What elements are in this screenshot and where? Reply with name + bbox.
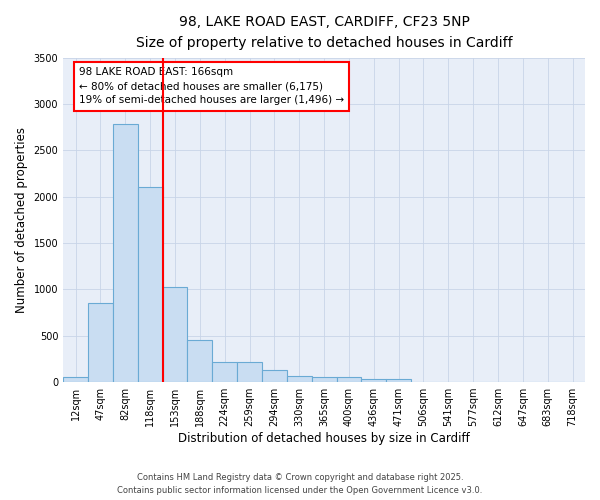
X-axis label: Distribution of detached houses by size in Cardiff: Distribution of detached houses by size … <box>178 432 470 445</box>
Bar <box>187 340 212 382</box>
Bar <box>113 124 138 382</box>
Text: Contains HM Land Registry data © Crown copyright and database right 2025.
Contai: Contains HM Land Registry data © Crown c… <box>118 474 482 495</box>
Bar <box>337 378 361 382</box>
Bar <box>262 370 287 382</box>
Title: 98, LAKE ROAD EAST, CARDIFF, CF23 5NP
Size of property relative to detached hous: 98, LAKE ROAD EAST, CARDIFF, CF23 5NP Si… <box>136 15 512 50</box>
Bar <box>287 376 311 382</box>
Bar <box>138 188 163 382</box>
Text: 98 LAKE ROAD EAST: 166sqm
← 80% of detached houses are smaller (6,175)
19% of se: 98 LAKE ROAD EAST: 166sqm ← 80% of detac… <box>79 68 344 106</box>
Bar <box>237 362 262 382</box>
Bar <box>163 286 187 382</box>
Bar <box>88 304 113 382</box>
Bar <box>361 380 386 382</box>
Bar <box>212 362 237 382</box>
Bar <box>63 377 88 382</box>
Bar <box>311 377 337 382</box>
Bar <box>386 380 411 382</box>
Y-axis label: Number of detached properties: Number of detached properties <box>15 127 28 313</box>
